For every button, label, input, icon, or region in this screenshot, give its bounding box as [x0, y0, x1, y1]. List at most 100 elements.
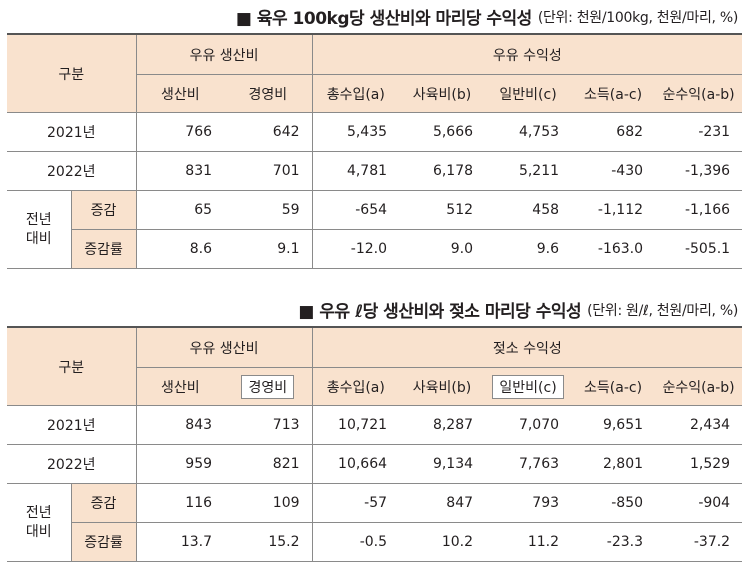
table-cell: 2,801: [571, 444, 656, 484]
table-row: 2022년 831 701 4,781 6,178 5,211 -430 -1,…: [7, 151, 743, 191]
table-cell: 10,721: [311, 405, 400, 445]
table-cell: 4,753: [485, 112, 572, 152]
table-cell: 5,435: [311, 112, 400, 152]
table1-col-header: 총수입(a): [311, 74, 400, 113]
table-cell: -163.0: [571, 229, 656, 269]
table1-col-header: 순수익(a-b): [655, 74, 743, 113]
table-row: 2021년 766 642 5,435 5,666 4,753 682 -231: [7, 112, 743, 152]
table2-title-row: ■ 우유 ℓ당 생산비와 젖소 마리당 수익성 (단위: 원/ℓ, 천원/마리,…: [7, 293, 742, 326]
row-label: 증감: [70, 483, 137, 523]
table-cell: 1,529: [655, 444, 743, 484]
table-cell: -57: [311, 483, 400, 523]
table-cell: 11.2: [485, 522, 572, 562]
compare-label: 전년 대비: [7, 483, 71, 562]
compare-label-line2: 대비: [25, 523, 52, 540]
table1-header-row-2: 생산비 경영비 총수입(a) 사육비(b) 일반비(c) 소득(a-c) 순수익…: [7, 74, 743, 113]
table2-col-header: 경영비: [224, 367, 313, 406]
table1-col-header: 경영비: [224, 74, 313, 113]
table-cell: -1,166: [655, 190, 743, 230]
table1-col-header: 소득(a-c): [571, 74, 656, 113]
table2-group-cost: 우유 생산비: [135, 326, 313, 368]
table-cell: -1,112: [571, 190, 656, 230]
table-cell: 2,434: [655, 405, 743, 445]
table-row: 2021년 843 713 10,721 8,287 7,070 9,651 2…: [7, 405, 743, 445]
table-cell: 682: [571, 112, 656, 152]
table-cell: -850: [571, 483, 656, 523]
table-cell: 793: [485, 483, 572, 523]
row-label: 증감률: [70, 229, 137, 269]
table1-title-row: ■ 육우 100kg당 생산비와 마리당 수익성 (단위: 천원/100kg, …: [7, 0, 742, 33]
table-cell: 821: [224, 444, 313, 484]
table2-header-row-1: 구분 우유 생산비 젖소 수익성: [7, 326, 743, 406]
table-cell: 7,763: [485, 444, 572, 484]
table-cell: 843: [135, 405, 225, 445]
table1: 구분 우유 생산비 우유 수익성 생산비 경영비 총수입(a) 사육비(b) 일…: [7, 33, 743, 269]
compare-label-line2: 대비: [25, 230, 52, 247]
table-cell: 8.6: [135, 229, 225, 269]
table2: 구분 우유 생산비 젖소 수익성 생산비 경영비 총수입(a) 사육비(b) 일…: [7, 326, 743, 562]
table-cell: 9,134: [399, 444, 486, 484]
row-label: 2021년: [7, 112, 137, 152]
table-cell: -430: [571, 151, 656, 191]
table-cell: 10,664: [311, 444, 400, 484]
table-cell: 959: [135, 444, 225, 484]
table-cell: 65: [135, 190, 225, 230]
row-label: 2022년: [7, 444, 137, 484]
compare-label-line1: 전년: [25, 211, 52, 228]
table-cell: 766: [135, 112, 225, 152]
table1-unit: (단위: 천원/100kg, 천원/마리, %): [537, 9, 738, 26]
table-cell: -23.3: [571, 522, 656, 562]
table-cell: 7,070: [485, 405, 572, 445]
compare-label-line1: 전년: [25, 504, 52, 521]
table-cell: -0.5: [311, 522, 400, 562]
table-cell: 59: [224, 190, 313, 230]
table-cell: 8,287: [399, 405, 486, 445]
table1-title: ■ 육우 100kg당 생산비와 마리당 수익성: [235, 9, 532, 29]
table2-col-header: 소득(a-c): [571, 367, 656, 406]
table1-group-profit: 우유 수익성: [311, 33, 743, 75]
row-label: 증감률: [70, 522, 137, 562]
row-label: 증감: [70, 190, 137, 230]
table1-col-header: 일반비(c): [485, 74, 572, 113]
table-cell: -37.2: [655, 522, 743, 562]
table1-col-header: 사육비(b): [399, 74, 486, 113]
table2-col-header: 생산비: [135, 367, 225, 406]
table1-block: ■ 육우 100kg당 생산비와 마리당 수익성 (단위: 천원/100kg, …: [7, 0, 743, 269]
table-cell: 458: [485, 190, 572, 230]
table2-col-header-boxed: 일반비(c): [492, 374, 564, 399]
table-cell: 5,211: [485, 151, 572, 191]
table2-col-header: 순수익(a-b): [655, 367, 743, 406]
table-row: 전년 대비 증감 116 109 -57 847 793 -850 -904: [7, 483, 743, 562]
table-row: 전년 대비 증감 65 59 -654 512 458 -1,112 -1,16…: [7, 190, 743, 269]
table2-col-header: 사육비(b): [399, 367, 486, 406]
table2-group-profit: 젖소 수익성: [311, 326, 743, 368]
table2-block: ■ 우유 ℓ당 생산비와 젖소 마리당 수익성 (단위: 원/ℓ, 천원/마리,…: [7, 293, 743, 562]
table-row: 증감률 8.6 9.1 -12.0 9.0 9.6 -163.0 -505.1: [7, 229, 743, 269]
table-cell: 9.6: [485, 229, 572, 269]
table-row: 증감률 13.7 15.2 -0.5 10.2 11.2 -23.3 -37.2: [7, 522, 743, 562]
table2-col-header-boxed: 경영비: [241, 374, 295, 399]
table-cell: 642: [224, 112, 313, 152]
compare-label: 전년 대비: [7, 190, 71, 269]
row-label: 2022년: [7, 151, 137, 191]
table-cell: 15.2: [224, 522, 313, 562]
table-cell: 13.7: [135, 522, 225, 562]
table-cell: 713: [224, 405, 313, 445]
table2-col-header: 일반비(c): [485, 367, 572, 406]
table-cell: 116: [135, 483, 225, 523]
table-cell: -505.1: [655, 229, 743, 269]
table-cell: -904: [655, 483, 743, 523]
table-cell: 4,781: [311, 151, 400, 191]
table1-group-cost: 우유 생산비: [135, 33, 313, 75]
table-cell: 847: [399, 483, 486, 523]
table-cell: -1,396: [655, 151, 743, 191]
table-cell: 109: [224, 483, 313, 523]
table2-col-header: 총수입(a): [311, 367, 400, 406]
table2-title: ■ 우유 ℓ당 생산비와 젖소 마리당 수익성: [298, 302, 582, 322]
table1-corner-label: 구분: [7, 33, 137, 113]
table2-header-row-2: 생산비 경영비 총수입(a) 사육비(b) 일반비(c) 소득(a-c) 순수익…: [7, 367, 743, 406]
table-cell: 5,666: [399, 112, 486, 152]
table-cell: -12.0: [311, 229, 400, 269]
table-cell: 9,651: [571, 405, 656, 445]
table1-col-header: 생산비: [135, 74, 225, 113]
